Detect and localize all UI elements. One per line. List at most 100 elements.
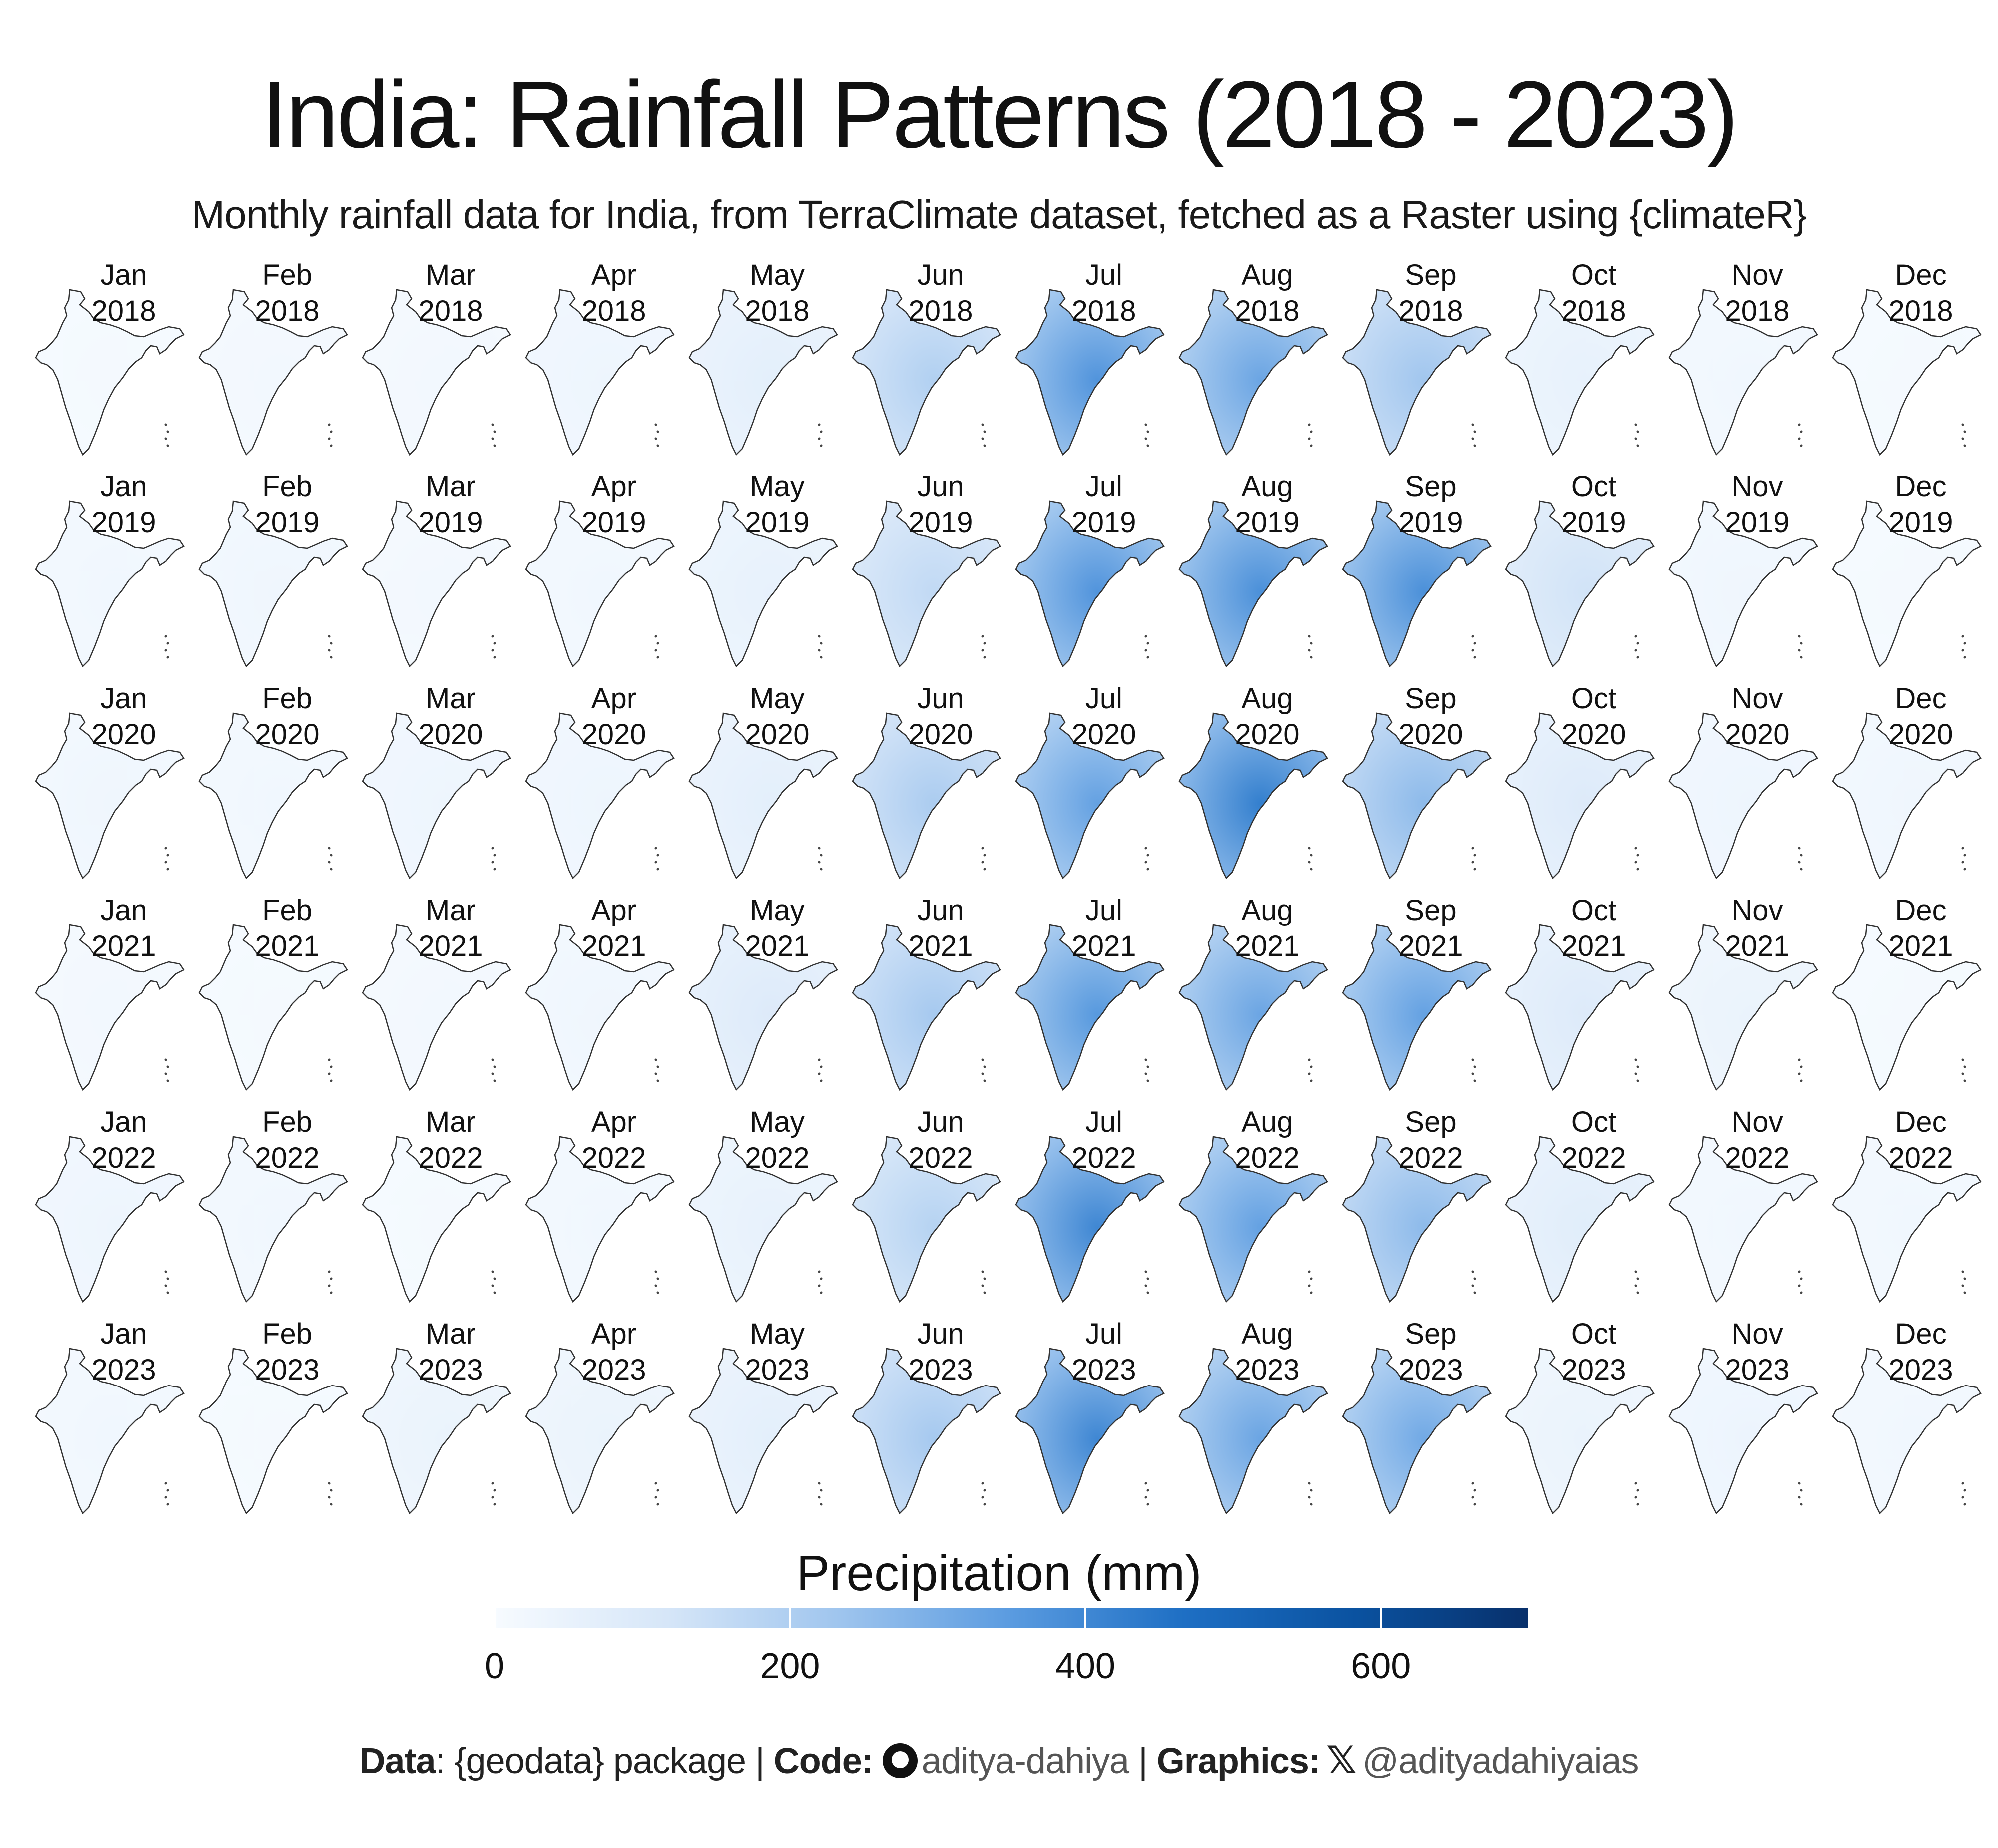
year-label: 2023	[255, 1354, 319, 1386]
year-label: 2023	[1398, 1354, 1463, 1386]
india-map-shape	[688, 500, 838, 668]
map-cell-mar-2022: Mar 2022	[362, 1106, 511, 1303]
india-map-shape	[35, 500, 185, 668]
map-cell-jun-2022: Jun 2022	[852, 1106, 1001, 1303]
year-label: 2018	[745, 295, 809, 327]
map-cell-oct-2018: Oct 2018	[1505, 260, 1655, 456]
month-label: Mar	[426, 260, 476, 291]
month-label: Aug	[1241, 682, 1293, 715]
map-cell-jan-2018: Jan 2018	[35, 260, 185, 456]
legend-tick-label: 400	[1055, 1646, 1115, 1686]
month-label: May	[750, 470, 805, 503]
footer-credits: Data: {geodata} package | Code: aditya-d…	[0, 1733, 1998, 1789]
india-map-shape	[362, 1348, 511, 1515]
month-label: Dec	[1895, 894, 1946, 926]
month-label: Feb	[262, 682, 312, 715]
chart-subtitle: Monthly rainfall data for India, from Te…	[191, 192, 1807, 237]
legend-tick-label: 600	[1351, 1646, 1411, 1686]
india-map-shape	[1015, 712, 1165, 880]
year-label: 2021	[1071, 930, 1136, 962]
india-map-shape	[1832, 1348, 1982, 1515]
month-label: Sep	[1405, 682, 1456, 715]
map-cell-jun-2021: Jun 2021	[852, 894, 1001, 1091]
india-map-shape	[852, 500, 1001, 668]
github-icon	[882, 1743, 918, 1778]
india-map-shape	[525, 1136, 675, 1303]
year-label: 2022	[1888, 1142, 1953, 1174]
month-label: Jan	[100, 1318, 147, 1350]
month-label: Jul	[1085, 682, 1122, 715]
year-label: 2023	[1725, 1354, 1789, 1386]
map-cell-dec-2023: Dec 2023	[1832, 1318, 1982, 1515]
footer-graphics-handle[interactable]: @adityadahiyaias	[1362, 1741, 1639, 1781]
india-map-shape	[1832, 712, 1982, 880]
month-label: Apr	[591, 1318, 636, 1350]
map-cell-jul-2021: Jul 2021	[1015, 894, 1165, 1091]
map-cell-may-2023: May 2023	[688, 1318, 838, 1515]
map-cell-aug-2023: Aug 2023	[1178, 1318, 1328, 1515]
footer-code-handle[interactable]: aditya-dahiya	[921, 1741, 1129, 1781]
india-map-shape	[35, 289, 185, 456]
month-label: Jul	[1085, 470, 1122, 503]
year-label: 2019	[1235, 506, 1299, 539]
year-label: 2020	[1071, 718, 1136, 751]
india-map-shape	[1342, 289, 1492, 456]
legend-tick-label: 0	[485, 1646, 504, 1686]
month-label: May	[750, 682, 805, 715]
map-cell-mar-2021: Mar 2021	[362, 894, 511, 1091]
india-map-shape	[852, 1348, 1001, 1515]
map-cell-sep-2021: Sep 2021	[1342, 894, 1492, 1091]
map-cell-oct-2023: Oct 2023	[1505, 1318, 1655, 1515]
map-cell-nov-2021: Nov 2021	[1668, 894, 1818, 1091]
month-label: Dec	[1895, 682, 1946, 715]
india-map-shape	[1668, 924, 1818, 1091]
year-label: 2018	[418, 295, 483, 327]
india-map-shape	[1668, 500, 1818, 668]
map-cell-nov-2018: Nov 2018	[1668, 260, 1818, 456]
year-label: 2022	[1398, 1142, 1463, 1174]
month-label: Nov	[1731, 1318, 1783, 1350]
india-map-shape	[362, 500, 511, 668]
map-cell-dec-2022: Dec 2022	[1832, 1106, 1982, 1303]
year-label: 2022	[745, 1142, 809, 1174]
year-label: 2021	[745, 930, 809, 962]
month-label: Jun	[917, 470, 964, 503]
footer-graphics-label: Graphics:	[1156, 1741, 1321, 1781]
india-map-shape	[688, 924, 838, 1091]
india-map-shape	[198, 500, 348, 668]
map-cell-jun-2023: Jun 2023	[852, 1318, 1001, 1515]
month-label: Apr	[591, 1106, 636, 1138]
month-label: Jan	[100, 682, 147, 715]
india-map-shape	[525, 289, 675, 456]
year-label: 2022	[1725, 1142, 1789, 1174]
map-cell-sep-2018: Sep 2018	[1342, 260, 1492, 456]
year-label: 2020	[91, 718, 156, 751]
india-map-shape	[198, 1348, 348, 1515]
year-label: 2019	[581, 506, 646, 539]
year-label: 2019	[1561, 506, 1626, 539]
map-cell-jan-2023: Jan 2023	[35, 1318, 185, 1515]
year-label: 2019	[418, 506, 483, 539]
year-label: 2020	[1235, 718, 1299, 751]
month-label: Jul	[1085, 894, 1122, 926]
map-cell-sep-2022: Sep 2022	[1342, 1106, 1492, 1303]
year-label: 2023	[91, 1354, 156, 1386]
india-map-shape	[525, 1348, 675, 1515]
month-label: Oct	[1571, 894, 1616, 926]
year-label: 2021	[418, 930, 483, 962]
month-label: Jun	[917, 260, 964, 291]
india-map-shape	[198, 289, 348, 456]
month-label: May	[750, 260, 805, 291]
month-label: Jun	[917, 682, 964, 715]
footer-graphics-sep: |	[1129, 1741, 1157, 1781]
year-label: 2020	[255, 718, 319, 751]
india-map-shape	[1342, 924, 1492, 1091]
